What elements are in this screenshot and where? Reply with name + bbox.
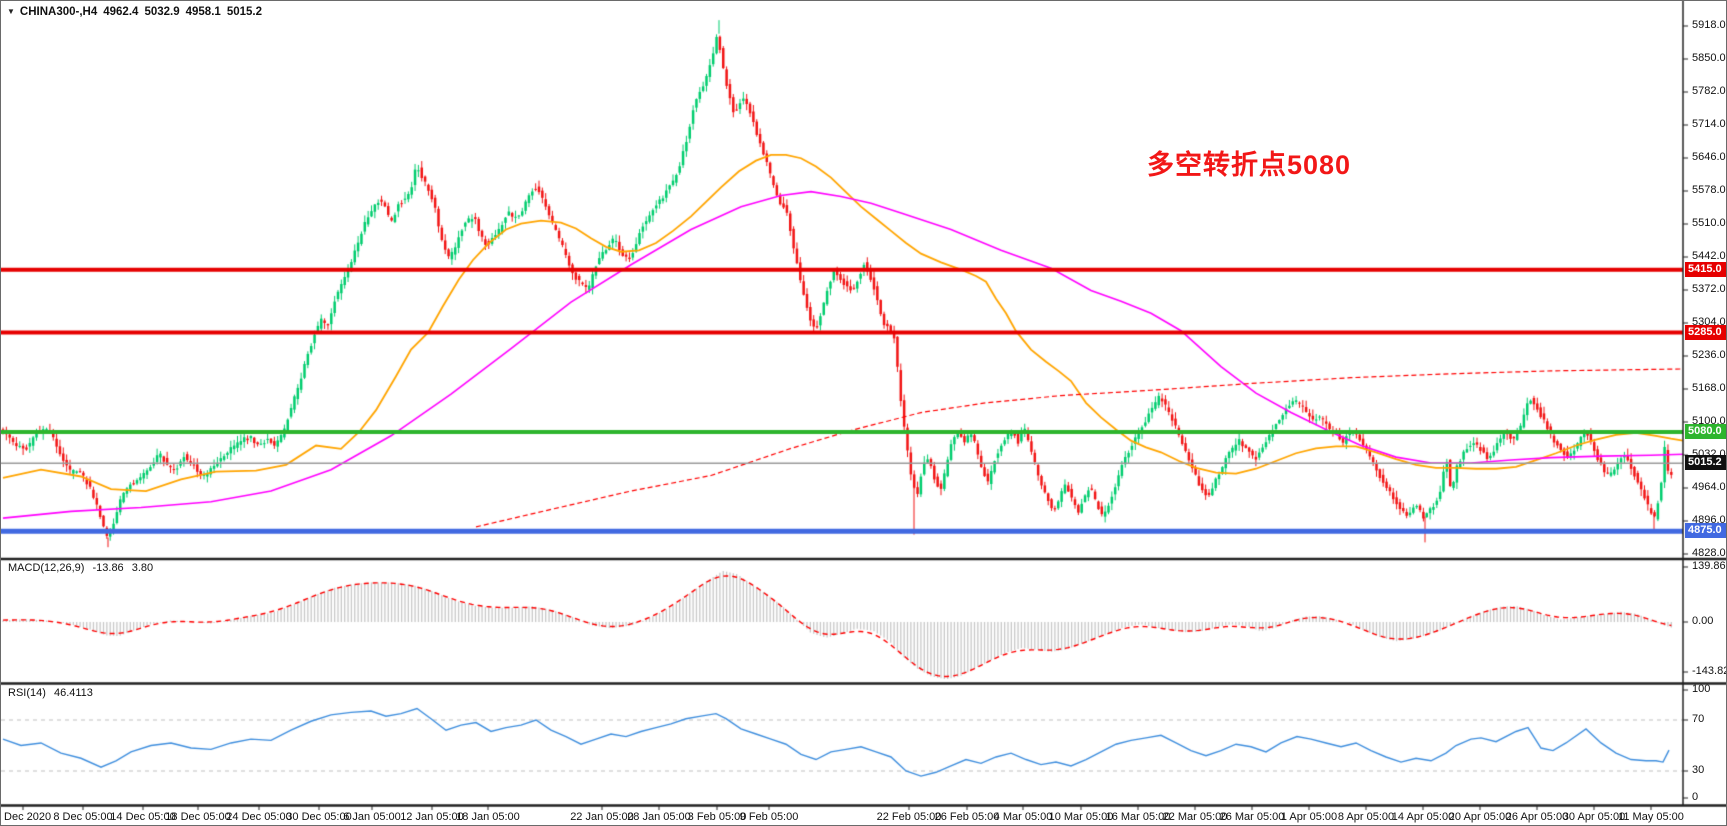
macd-signal-value: 3.80 [131, 562, 154, 574]
time-axis-label: 9 Feb 05:00 [739, 811, 799, 823]
time-axis-label: 28 Jan 05:00 [627, 811, 691, 823]
close-value: 5015.2 [226, 5, 262, 18]
time-axis-label: 26 Apr 05:00 [1505, 811, 1569, 823]
time-axis-label: 30 Apr 05:00 [1562, 811, 1626, 823]
annotation-text: 多空转折点5080 [1147, 150, 1352, 180]
price-level-tag: 4875.0 [1685, 523, 1726, 539]
low-value: 4958.1 [185, 5, 221, 18]
macd-indicator-label: MACD(12,26,9) -13.86 3.80 [8, 562, 154, 574]
price-axis-label: 5918.0 [1692, 19, 1726, 31]
time-axis-label: 30 Dec 05:00 [286, 811, 352, 823]
time-axis-label: 14 Apr 05:00 [1391, 811, 1455, 823]
time-axis-label: 22 Jan 05:00 [570, 811, 634, 823]
time-axis-label: 26 Feb 05:00 [934, 811, 1000, 823]
time-axis-label: 4 Mar 05:00 [993, 811, 1053, 823]
time-axis-label: 11 May 05:00 [1618, 811, 1684, 823]
time-axis-label: 24 Dec 05:00 [226, 811, 292, 823]
time-axis-label: 16 Mar 05:00 [1105, 811, 1171, 823]
price-level-tag: 5415.0 [1685, 261, 1726, 277]
time-axis-label: 1 Apr 05:00 [1280, 811, 1338, 823]
time-axis-label: 22 Feb 05:00 [876, 811, 942, 823]
symbol-period-label: CHINA300-,H4 [19, 5, 98, 18]
rsi-indicator-label: RSI(14) 46.4113 [8, 687, 93, 699]
price-axis-label: 4964.0 [1692, 481, 1726, 493]
chevron-down-icon[interactable]: ▼ [7, 7, 15, 16]
time-axis-label: 18 Jan 05:00 [456, 811, 520, 823]
price-level-tag: 5080.0 [1685, 423, 1726, 439]
open-value: 4962.4 [103, 5, 139, 18]
time-axis-label: 3 Feb 05:00 [687, 811, 747, 823]
price-axis-label: 5646.0 [1692, 151, 1726, 163]
price-axis-label: 5168.0 [1692, 382, 1726, 394]
rsi-axis-label: 0 [1692, 791, 1699, 803]
price-axis-label: 5714.0 [1692, 118, 1726, 130]
time-axis-label: 6 Jan 05:00 [343, 811, 401, 823]
macd-axis-label: 139.86 [1692, 559, 1726, 572]
price-axis-label: 4896.0 [1692, 514, 1726, 526]
price-axis-label: 5510.0 [1692, 217, 1726, 229]
macd-panel-region[interactable] [1, 561, 1683, 682]
main-chart-region[interactable] [1, 1, 1683, 558]
rsi-value: 46.4113 [53, 687, 93, 699]
rsi-panel-region[interactable] [1, 685, 1683, 804]
macd-axis-label: 0.00 [1692, 615, 1714, 627]
time-axis-label: 26 Mar 05:00 [1219, 811, 1285, 823]
time-axis-label: 20 Apr 05:00 [1448, 811, 1512, 823]
rsi-axis-label: 100 [1692, 683, 1711, 695]
time-axis-label: 18 Dec 05:00 [165, 811, 231, 823]
macd-axis-label: -143.82 [1692, 665, 1727, 677]
price-axis-label: 5236.0 [1692, 349, 1726, 361]
rsi-axis-label: 30 [1692, 764, 1705, 776]
time-axis-label: 22 Mar 05:00 [1162, 811, 1228, 823]
high-value: 5032.9 [144, 5, 180, 18]
price-level-tag: 5285.0 [1685, 324, 1726, 340]
time-axis-label: 14 Dec 05:00 [110, 811, 176, 823]
macd-value: -13.86 [92, 562, 124, 574]
price-axis-label: 4828.0 [1692, 547, 1726, 559]
time-axis-label: 8 Dec 05:00 [53, 811, 113, 823]
symbol-info-bar[interactable]: ▼ CHINA300-,H4 4962.4 5032.9 4958.1 5015… [7, 4, 262, 19]
price-axis-label: 5372.0 [1692, 283, 1726, 295]
price-axis-label: 5578.0 [1692, 184, 1726, 196]
price-axis-label: 5782.0 [1692, 85, 1726, 97]
time-axis-label: 10 Mar 05:00 [1048, 811, 1114, 823]
price-level-tag: 5015.2 [1685, 455, 1726, 471]
rsi-axis-label: 70 [1692, 713, 1705, 725]
price-axis-label: 5850.0 [1692, 52, 1726, 64]
time-axis-label: 8 Apr 05:00 [1337, 811, 1395, 823]
price-axis-label: 5442.0 [1692, 250, 1726, 262]
time-axis-label: 2 Dec 2020 [0, 811, 52, 823]
time-axis-label: 12 Jan 05:00 [400, 811, 464, 823]
